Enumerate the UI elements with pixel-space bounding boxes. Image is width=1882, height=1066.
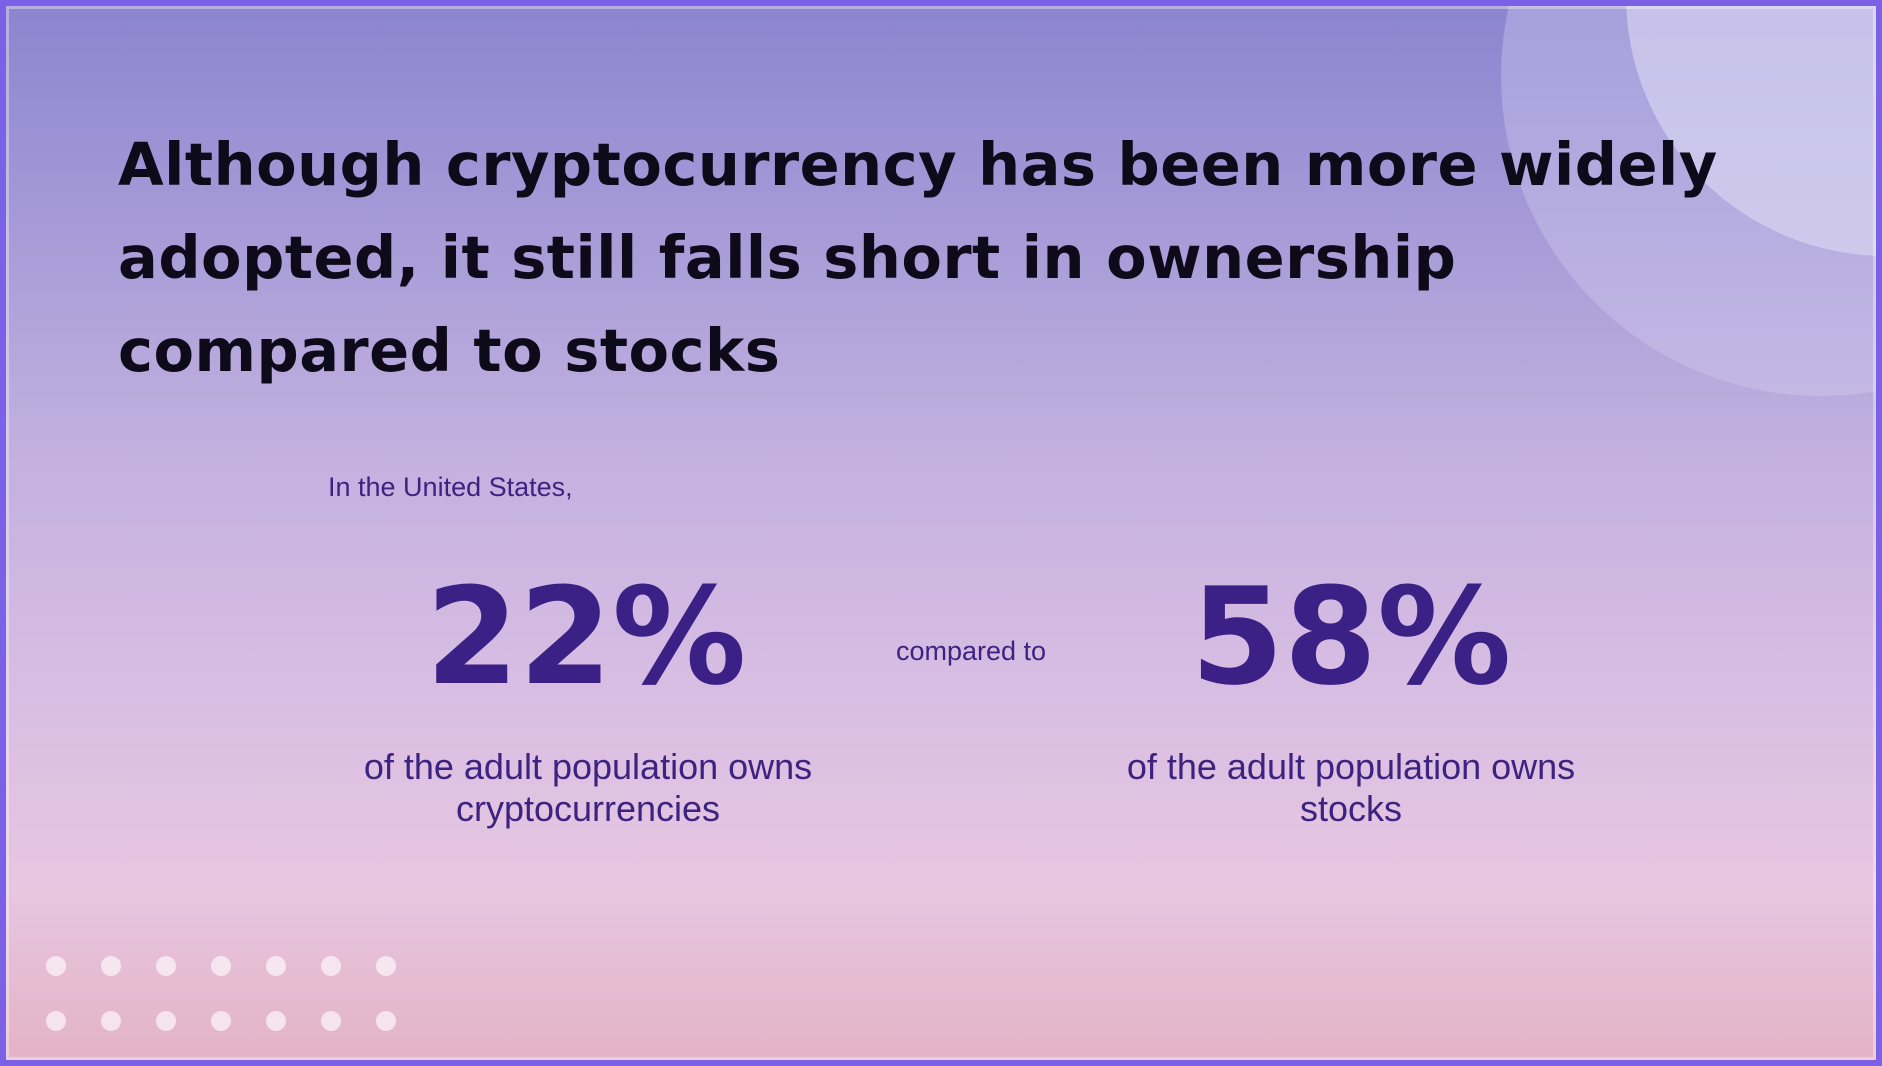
comparison-connector: compared to bbox=[895, 636, 1047, 666]
stocks-percentage: 58% bbox=[1190, 559, 1512, 715]
decorative-dot-grid bbox=[46, 956, 396, 1031]
crypto-description: of the adult population owns cryptocurre… bbox=[363, 746, 813, 829]
dot bbox=[46, 1011, 66, 1031]
slide-title: Although cryptocurrency has been more wi… bbox=[118, 130, 1718, 385]
dot bbox=[321, 1011, 341, 1031]
crypto-percentage: 22% bbox=[425, 559, 747, 715]
dot bbox=[101, 1011, 121, 1031]
dot bbox=[376, 1011, 396, 1031]
dot bbox=[266, 1011, 286, 1031]
dot bbox=[211, 1011, 231, 1031]
dot bbox=[211, 956, 231, 976]
dot bbox=[376, 956, 396, 976]
dot bbox=[321, 956, 341, 976]
dot bbox=[266, 956, 286, 976]
intro-text: In the United States, bbox=[328, 472, 573, 502]
dot bbox=[156, 1011, 176, 1031]
dot bbox=[156, 956, 176, 976]
dot bbox=[101, 956, 121, 976]
stocks-description: of the adult population owns stocks bbox=[1126, 746, 1576, 829]
dot bbox=[46, 956, 66, 976]
